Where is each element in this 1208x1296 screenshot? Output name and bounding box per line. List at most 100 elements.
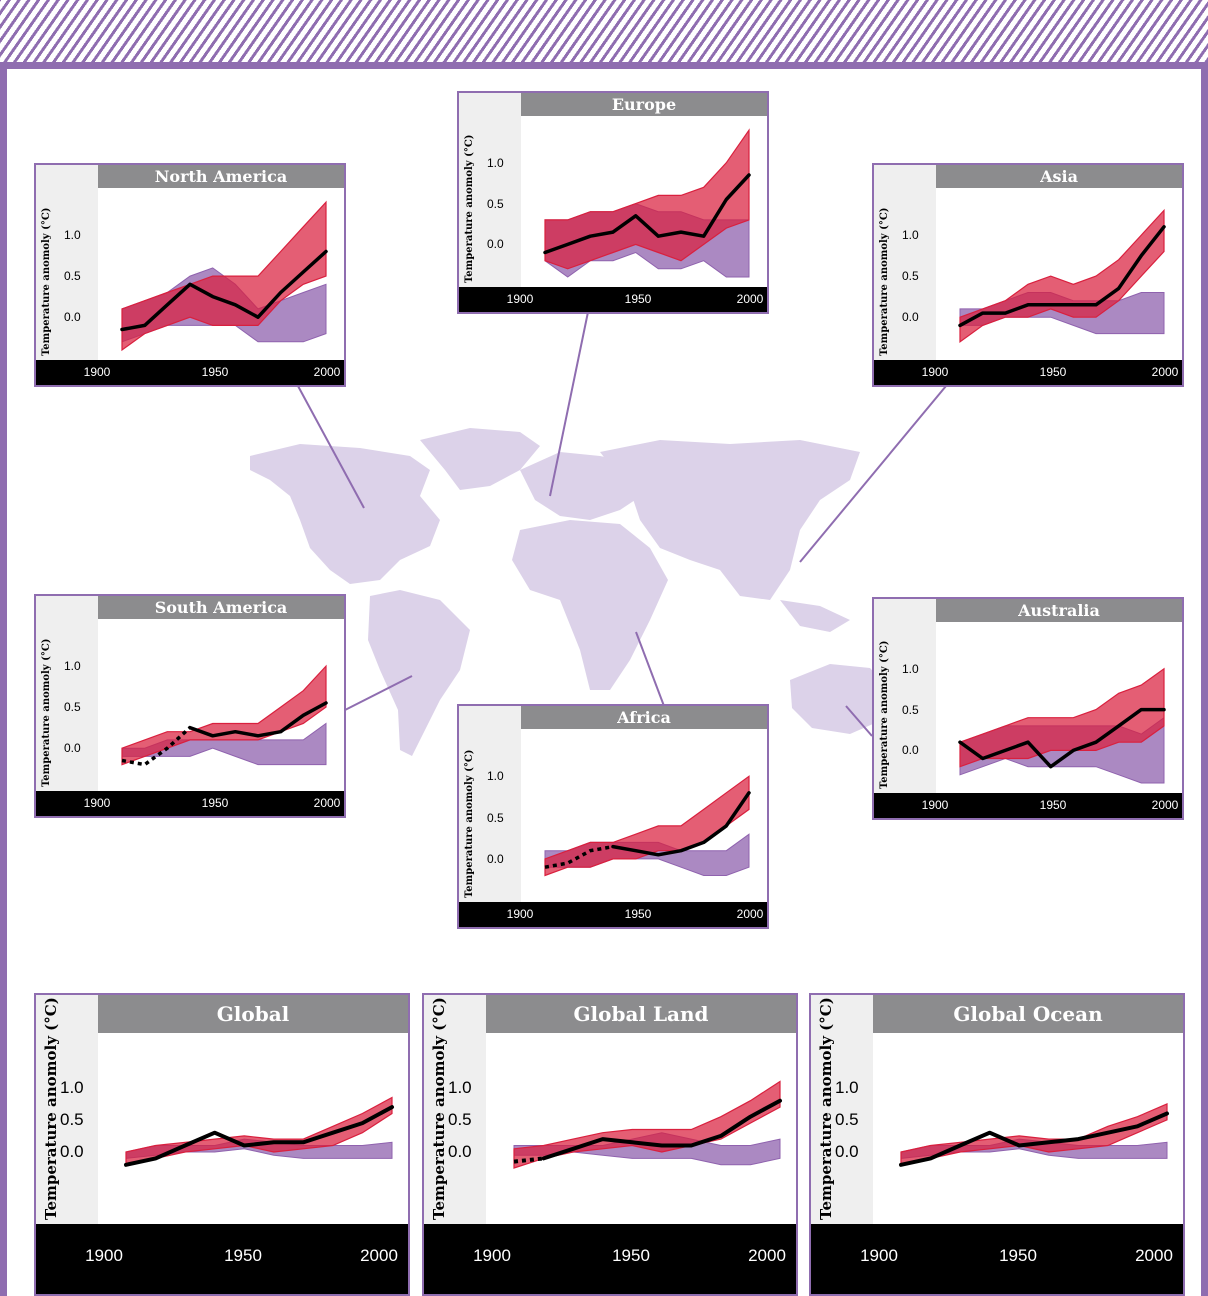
x-tick-label: 1950 xyxy=(201,365,229,379)
ylabel-strip xyxy=(811,995,873,1224)
y-tick-label: 1.0 xyxy=(902,228,919,243)
plot-area xyxy=(543,128,751,278)
x-tick-label: 1900 xyxy=(83,796,111,810)
plot-area xyxy=(513,1080,782,1169)
observed-line xyxy=(611,791,751,857)
x-tick-label: 2000 xyxy=(1151,798,1179,812)
observed-line xyxy=(120,249,328,332)
x-tick-label: 2000 xyxy=(313,796,341,810)
map-south-america xyxy=(368,590,470,756)
y-tick-label: 0.5 xyxy=(487,810,504,825)
y-tick-label: 0.5 xyxy=(60,1109,84,1129)
chart-panel-global-ocean: Global Ocean Temperature anomoly (°C) 0.0 0… xyxy=(809,993,1185,1296)
observed-line-dotted xyxy=(544,844,614,869)
x-tick-label: 1900 xyxy=(85,1246,123,1265)
x-axis-bar: 1900 1950 2000 xyxy=(811,1224,1183,1294)
chart-title: Australia xyxy=(936,599,1182,622)
y-tick-label: 0.5 xyxy=(835,1109,859,1129)
chart-title: Africa xyxy=(521,706,767,729)
observed-line xyxy=(188,701,328,738)
chart-title: Europe xyxy=(521,93,767,116)
y-tick-label: 1.0 xyxy=(487,155,504,170)
x-tick-label: 1900 xyxy=(921,798,949,812)
x-axis-bar: 1900 1950 2000 xyxy=(36,791,344,816)
total-forcing-band xyxy=(121,200,327,352)
y-tick-label: 1.0 xyxy=(902,661,919,676)
y-tick-label: 0.0 xyxy=(64,741,81,756)
y-tick-label: 0.5 xyxy=(64,700,81,715)
connector-north-america xyxy=(297,385,365,509)
x-tick-label: 1950 xyxy=(224,1246,262,1265)
y-tick-label: 0.0 xyxy=(487,237,504,252)
plot-area xyxy=(958,208,1166,343)
x-tick-label: 1950 xyxy=(624,292,652,306)
observed-line-dotted xyxy=(121,726,192,767)
chart-title: Global Ocean xyxy=(873,995,1183,1033)
map-asia xyxy=(600,440,860,600)
observed-line-dotted xyxy=(513,1156,544,1164)
x-tick-label: 1900 xyxy=(506,292,534,306)
y-tick-label: 0.0 xyxy=(487,851,504,866)
y-tick-label: 1.0 xyxy=(448,1077,472,1097)
y-tick-label: 1.0 xyxy=(835,1077,859,1097)
ylabel-strip xyxy=(36,995,98,1224)
y-tick-label: 0.0 xyxy=(835,1141,859,1161)
map-north-america xyxy=(250,444,440,584)
ylabel-strip xyxy=(459,93,521,287)
ylabel-strip xyxy=(459,706,521,902)
x-tick-label: 1900 xyxy=(83,365,111,379)
chart-title: Global xyxy=(98,995,408,1033)
map-africa xyxy=(512,520,668,690)
plot-area xyxy=(121,664,328,767)
x-tick-label: 2000 xyxy=(736,292,764,306)
x-tick-label: 1950 xyxy=(612,1246,650,1265)
y-tick-label: 0.0 xyxy=(902,743,919,758)
x-axis-bar: 1900 1950 2000 xyxy=(36,360,344,385)
connector-south-america xyxy=(344,675,413,711)
observed-line xyxy=(958,225,1166,328)
map-australia xyxy=(790,664,890,734)
chart-title: Asia xyxy=(936,165,1182,188)
x-axis-bar: 1900 1950 2000 xyxy=(459,287,767,312)
ylabel-strip xyxy=(424,995,486,1224)
total-forcing-band xyxy=(959,667,1165,768)
map-se-asia xyxy=(780,600,850,632)
x-tick-label: 2000 xyxy=(1151,365,1179,379)
y-tick-label: 0.5 xyxy=(64,269,81,284)
chart-title: North America xyxy=(98,165,344,188)
y-tick-label: 0.5 xyxy=(448,1109,472,1129)
x-axis-bar: 1900 1950 2000 xyxy=(36,1224,408,1294)
y-tick-label: 0.0 xyxy=(448,1141,472,1161)
y-tick-label: 0.0 xyxy=(902,310,919,325)
hatched-header-band xyxy=(0,0,1208,62)
observed-line xyxy=(124,1105,394,1167)
chart-title: Global Land xyxy=(486,995,796,1033)
connector-europe xyxy=(549,311,589,497)
total-forcing-band xyxy=(959,208,1165,343)
ylabel-strip xyxy=(874,165,936,360)
observed-line xyxy=(543,173,751,255)
observed-line xyxy=(958,707,1166,769)
x-tick-label: 1900 xyxy=(473,1246,511,1265)
map-greenland xyxy=(420,428,540,490)
x-tick-label: 2000 xyxy=(736,907,764,921)
x-tick-label: 1900 xyxy=(506,907,534,921)
ylabel-strip xyxy=(36,165,98,360)
x-tick-label: 1900 xyxy=(921,365,949,379)
y-tick-label: 1.0 xyxy=(487,769,504,784)
plot-area xyxy=(124,1096,394,1167)
chart-panel-africa: Africa Temperature anomoly (°C) 0.0 0.5 1.0 1… xyxy=(457,704,769,929)
plot-area xyxy=(544,775,751,877)
x-axis-bar: 1900 1950 2000 xyxy=(874,360,1182,385)
x-tick-label: 1950 xyxy=(1039,365,1067,379)
connector-africa xyxy=(635,631,665,707)
chart-panel-australia: Australia Temperature anomoly (°C) 0.0 0.5 1… xyxy=(872,597,1184,820)
x-tick-label: 1950 xyxy=(201,796,229,810)
x-axis-bar: 1900 1950 2000 xyxy=(424,1224,796,1294)
chart-panel-europe: Europe Temperature anomoly (°C) 0.0 0.5 1.0 1… xyxy=(457,91,769,314)
y-tick-label: 0.5 xyxy=(902,269,919,284)
y-tick-label: 1.0 xyxy=(64,659,81,674)
x-tick-label: 1950 xyxy=(999,1246,1037,1265)
chart-panel-north-america: North America Temperature anomoly (°C) 0.0… xyxy=(34,163,346,387)
